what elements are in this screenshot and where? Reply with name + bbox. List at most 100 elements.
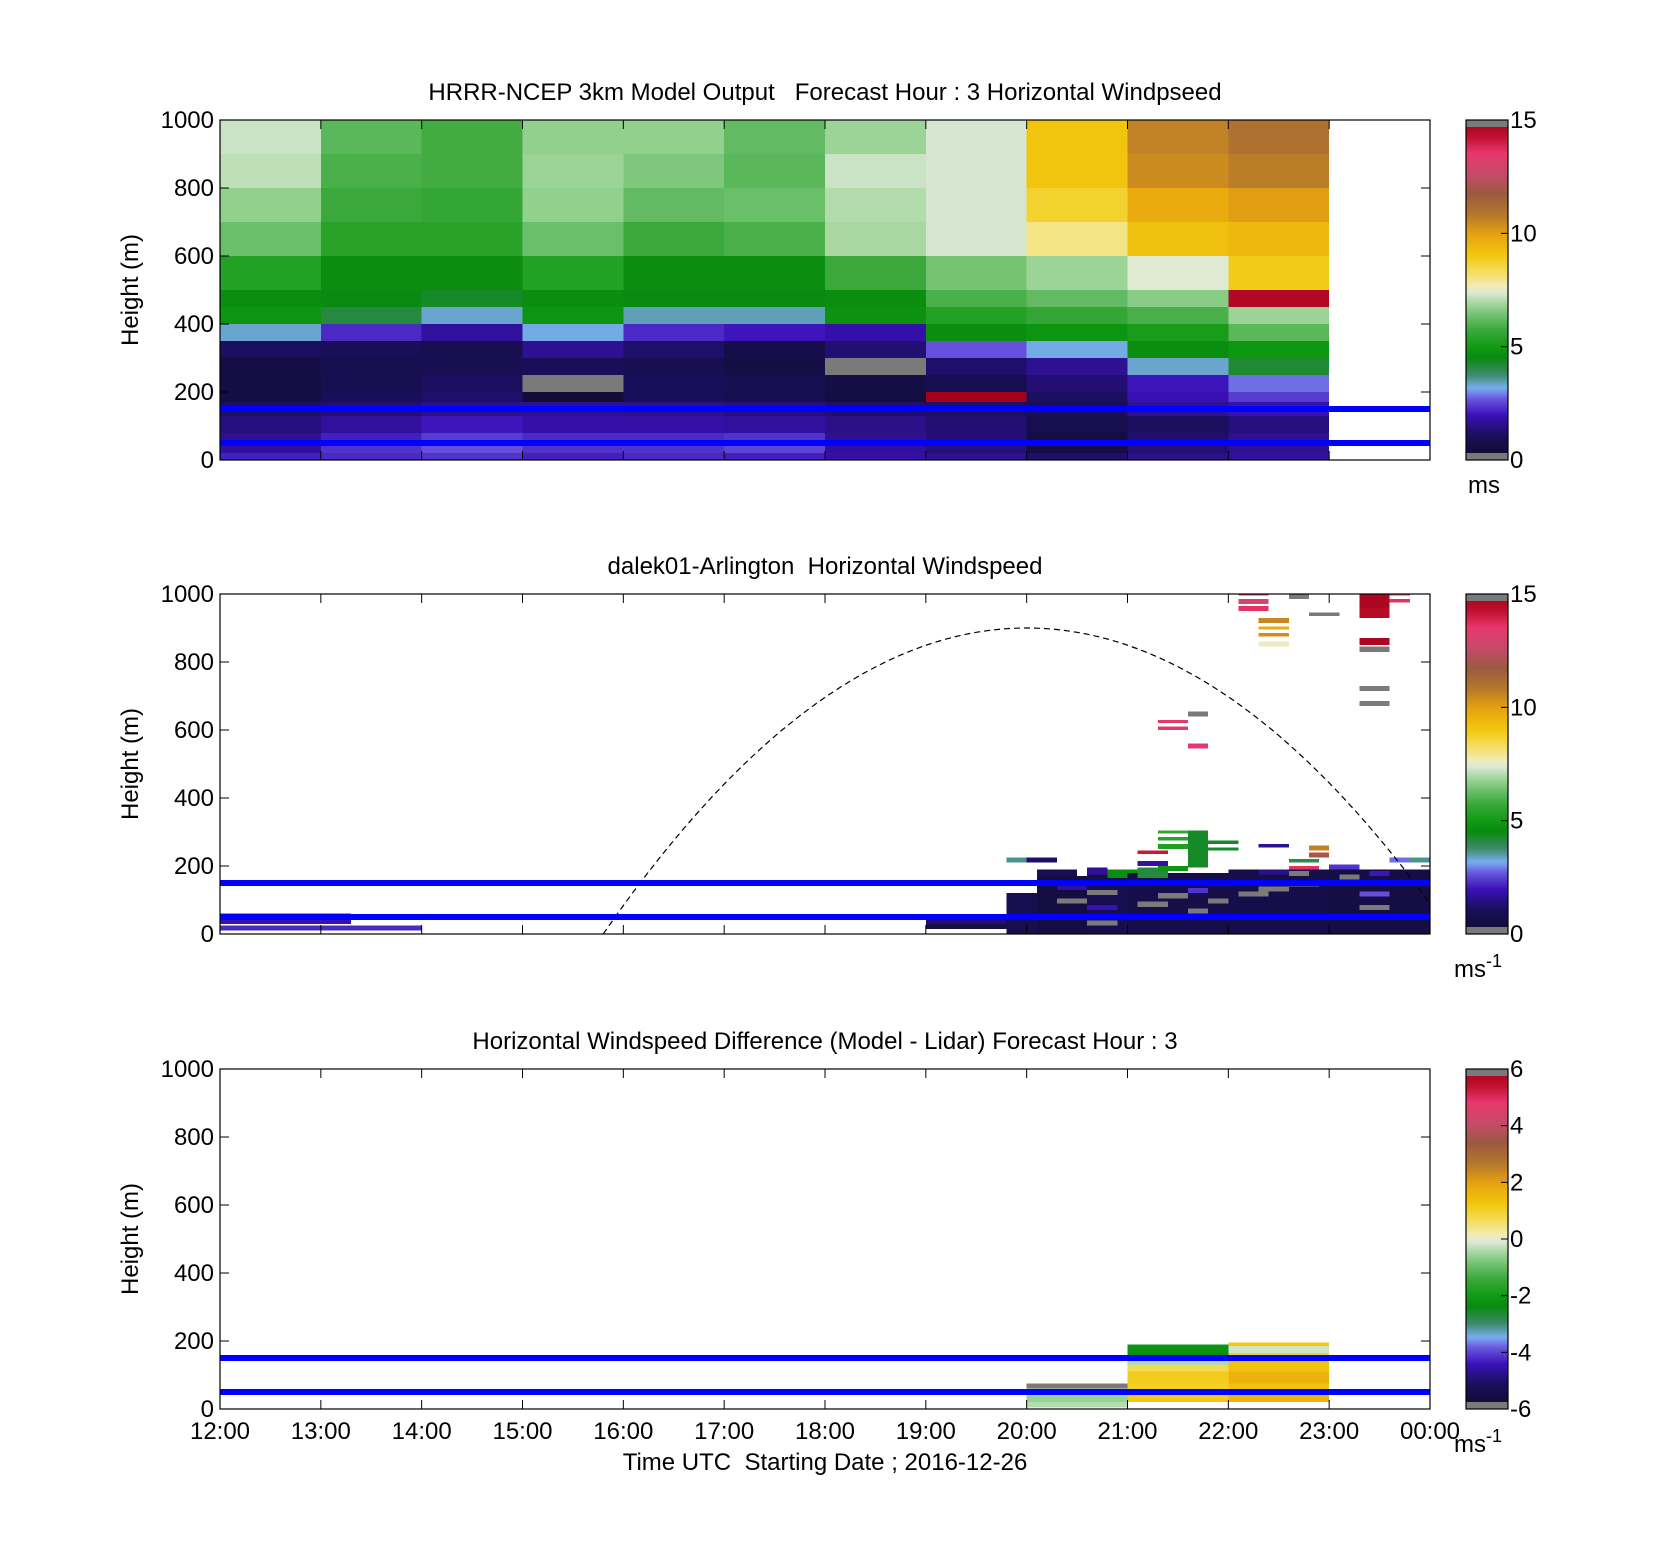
colorbar-segment [1466,1231,1508,1234]
colorbar-segment [1466,216,1508,219]
colorbar-segment [1466,1285,1508,1288]
heatmap-cell [1127,120,1229,154]
colorbar-segment [1466,1293,1508,1296]
x-tick-label: 17:00 [694,1418,754,1445]
heatmap-cell [220,120,321,154]
colorbar-segment [1466,204,1508,207]
colorbar-unit: ms-1 [1454,951,1502,983]
colorbar-segment [1466,608,1508,611]
colorbar-segment [1466,914,1508,917]
colorbar-segment [1466,616,1508,619]
colorbar-segment [1466,766,1508,769]
colorbar-segment [1466,1097,1508,1100]
colorbar-segment [1466,1175,1508,1178]
colorbar-segment [1466,210,1508,213]
colorbar-segment [1466,294,1508,297]
heatmap-cell [421,443,523,454]
heatmap-cell [522,222,624,256]
colorbar-segment [1466,654,1508,657]
colorbar-segment [1466,1089,1508,1092]
y-tick-label: 200 [174,853,214,880]
heatmap-cell [320,341,422,358]
heatmap-cell [1389,594,1410,596]
colorbar-segment [1466,1261,1508,1264]
heatmap-cell [1026,443,1128,454]
heatmap-cell [1127,1398,1229,1403]
colorbar-segment [1466,1373,1508,1376]
colorbar-segment [1466,784,1508,787]
heatmap-cell [522,154,624,188]
heatmap-cell [1359,891,1390,897]
colorbar-segment [1466,1275,1508,1278]
heatmap-cell [1026,120,1128,154]
heatmap-cell [724,222,825,256]
heatmap-cell [1127,222,1229,256]
heatmap-cell [220,290,321,307]
colorbar-segment [1466,644,1508,647]
heatmap-cell [623,375,725,392]
colorbar-segment [1466,694,1508,697]
colorbar-segment [1466,746,1508,749]
heatmap-cell [825,415,926,433]
colorbar-segment [1466,378,1508,381]
heatmap-cell [1228,341,1330,358]
colorbar-segment [1466,1269,1508,1272]
colorbar-segment [1466,754,1508,757]
colorbar-segment [1466,396,1508,399]
colorbar-segment [1466,878,1508,881]
y-tick-label: 400 [174,311,214,338]
colorbar-segment [1466,172,1508,175]
colorbar-segment [1466,1313,1508,1316]
heatmap-cell [724,443,825,454]
colorbar-segment [1466,774,1508,777]
colorbar-segment [1466,314,1508,317]
colorbar-segment [1466,744,1508,747]
colorbar-segment [1466,702,1508,705]
colorbar-segment [1466,214,1508,217]
colorbar-segment [1466,830,1508,833]
colorbar-segment [1466,776,1508,779]
heatmap-cell [1087,867,1108,875]
colorbar-segment [1466,892,1508,895]
colorbar-segment [1466,1197,1508,1200]
colorbar-segment [1466,816,1508,819]
heatmap-cell [1228,120,1330,154]
colorbar-tick-label: 4 [1510,1113,1523,1140]
colorbar-segment [1466,202,1508,205]
colorbar-segment [1466,1309,1508,1312]
heatmap-cell [320,375,422,392]
colorbar-segment [1466,174,1508,177]
colorbar-segment [1466,170,1508,173]
heatmap-cell [320,358,422,375]
heatmap-cell [724,154,825,188]
colorbar-segment [1466,1093,1508,1096]
colorbar-segment [1466,270,1508,273]
colorbar-segment [1466,278,1508,281]
colorbar-segment [1466,194,1508,197]
colorbar-segment [1466,432,1508,435]
heatmap-cell [623,453,725,460]
colorbar-segment [1466,1299,1508,1302]
heatmap-cell [1389,857,1410,863]
heatmap-cell [1258,617,1289,623]
heatmap-cell [1409,857,1430,863]
colorbar-segment [1466,768,1508,771]
colorbar-segment [1466,790,1508,793]
colorbar-segment [1466,756,1508,759]
heatmap-cell [825,392,926,403]
colorbar-segment [1466,778,1508,781]
heatmap-cell [623,432,725,443]
colorbar-segment [1466,444,1508,447]
heatmap-cell [421,392,523,403]
colorbar-segment [1466,290,1508,293]
colorbar-segment [1466,242,1508,245]
colorbar-segment [1466,884,1508,887]
colorbar-segment [1466,144,1508,147]
colorbar-segment [1466,1221,1508,1224]
colorbar-segment [1466,704,1508,707]
colorbar-tick-label: 6 [1510,1056,1523,1083]
heatmap-cell [825,222,926,256]
heatmap-cell [1026,358,1128,375]
heatmap-cell [1107,869,1138,878]
